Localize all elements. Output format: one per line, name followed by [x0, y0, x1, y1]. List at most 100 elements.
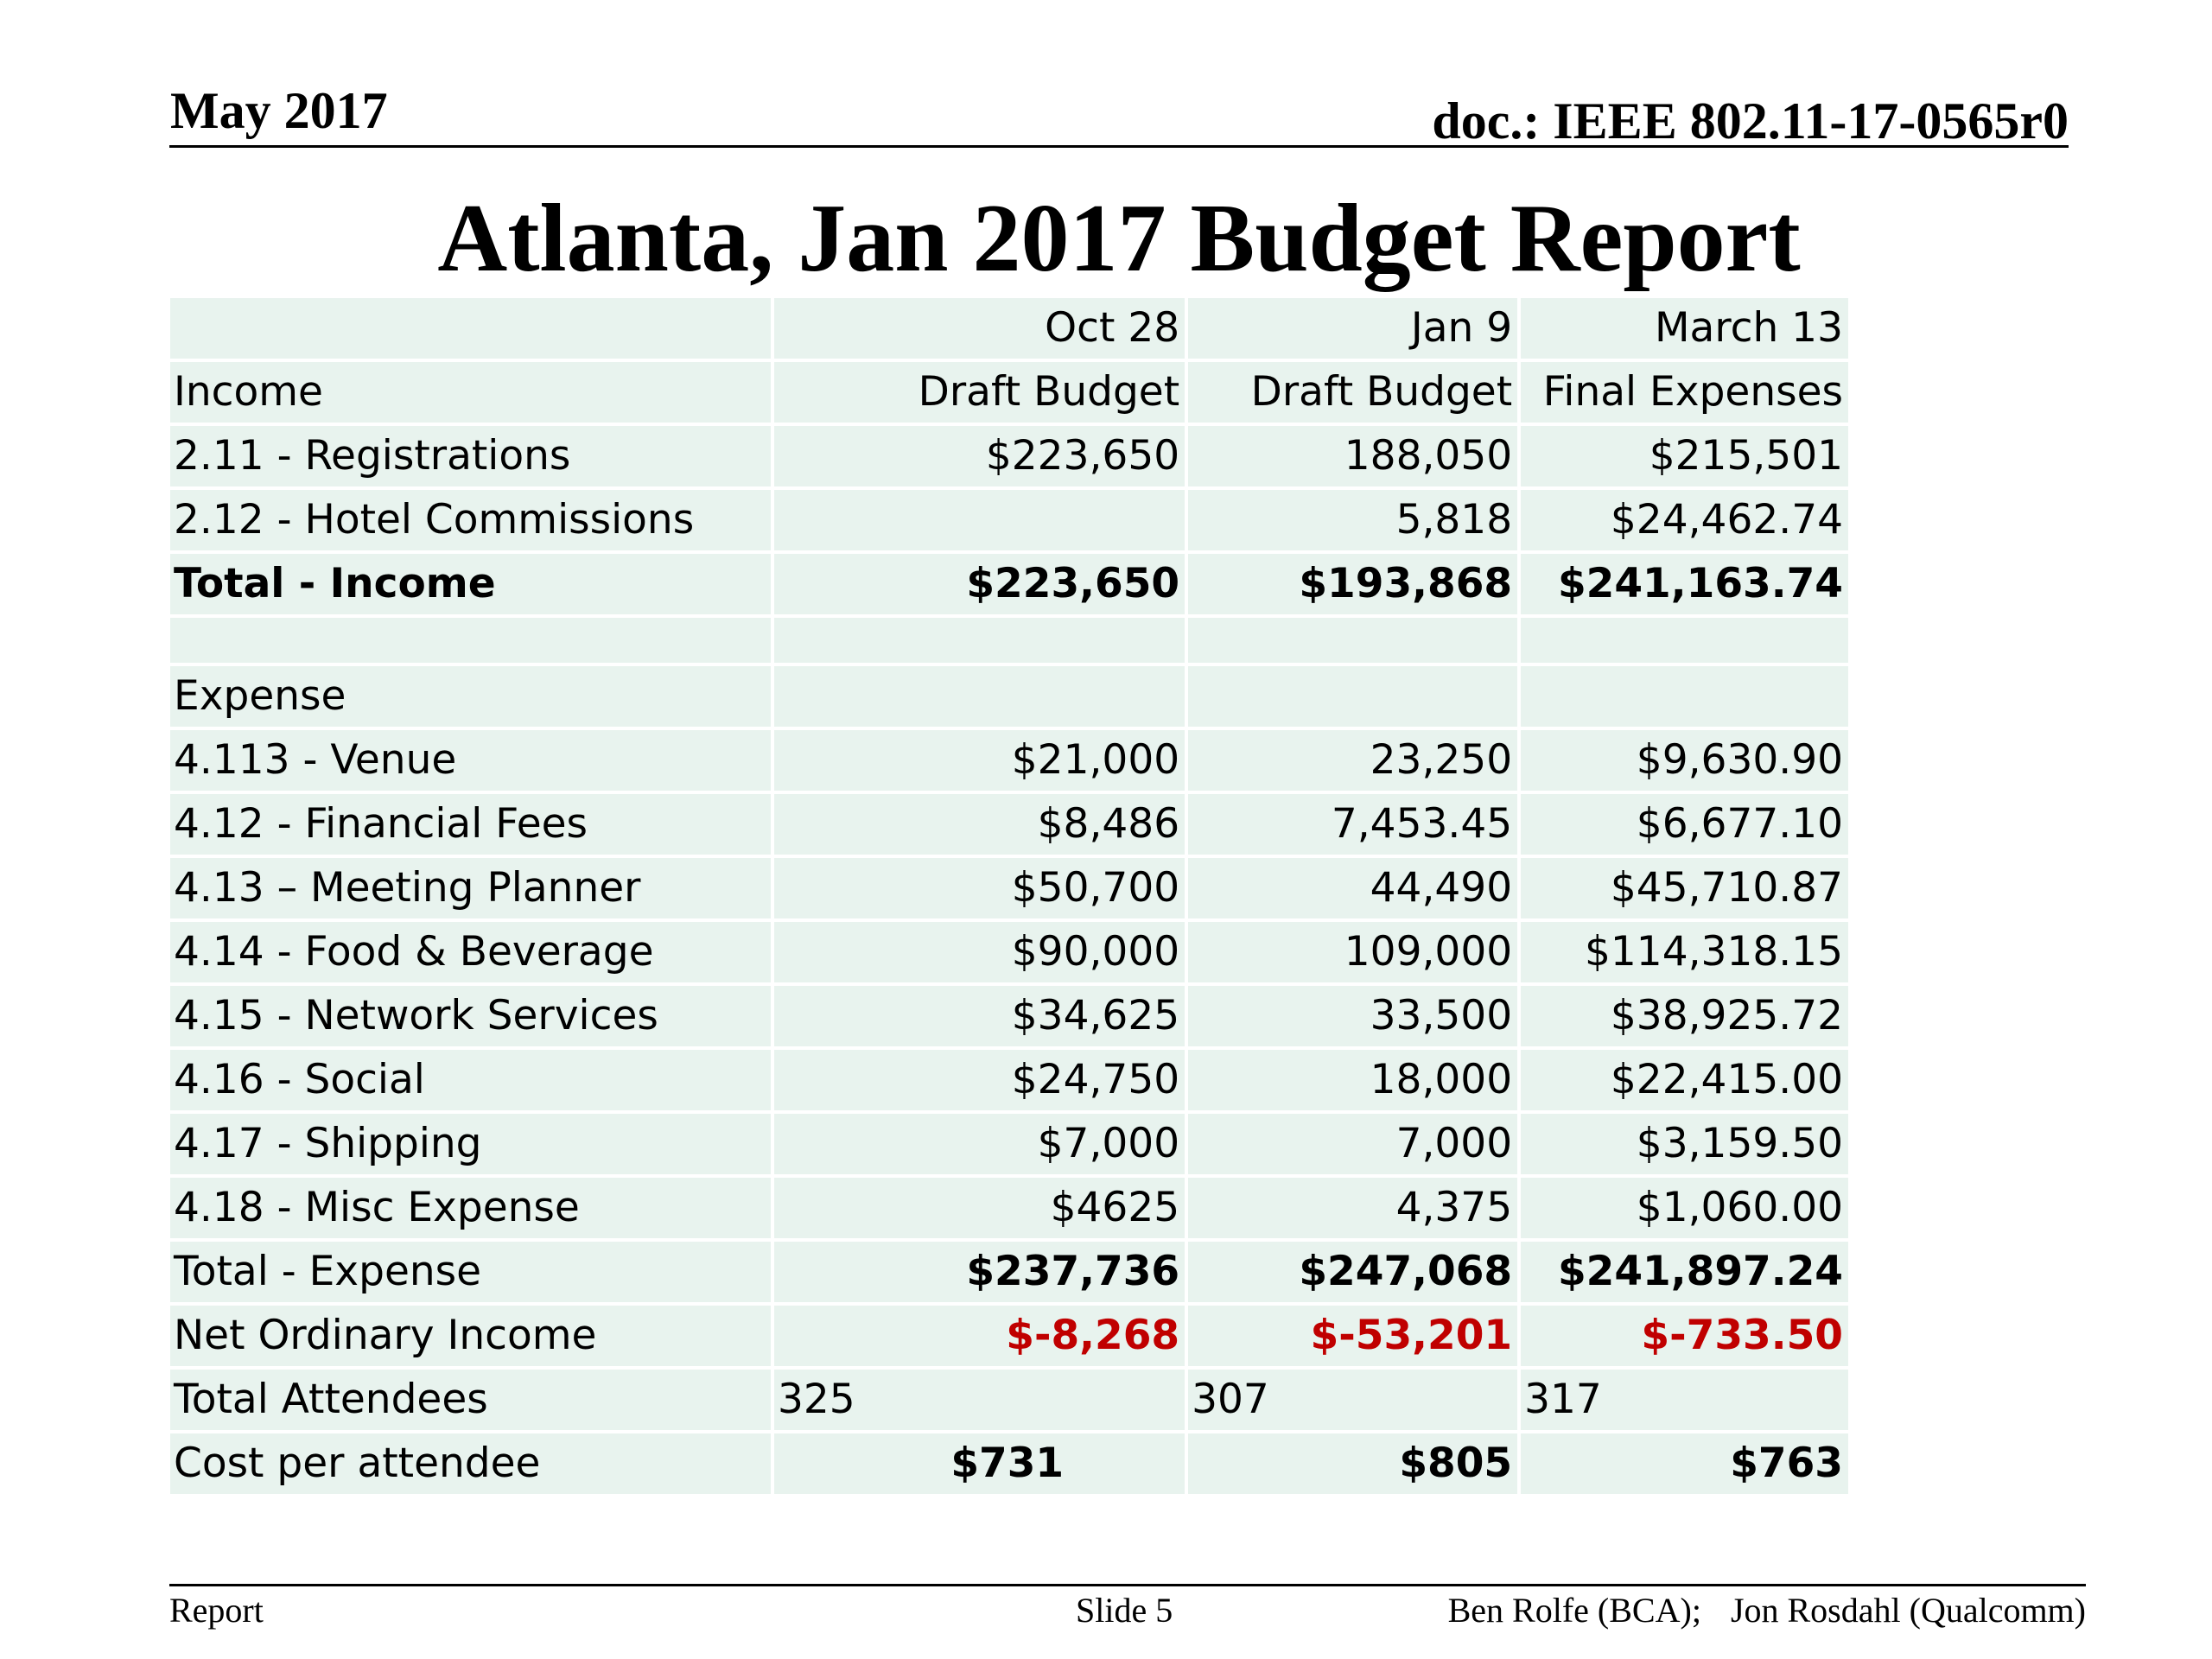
footer-authors: Ben Rolfe (BCA); Jon Rosdahl (Qualcomm) [1448, 1590, 2086, 1631]
table-cell [1188, 666, 1522, 730]
total-income-value: $193,868 [1188, 554, 1522, 618]
header-rule [169, 145, 2069, 148]
total-expense-label: Total - Expense [170, 1242, 774, 1306]
table-row-total-income: Total - Income $223,650 $193,868 $241,16… [170, 554, 1848, 618]
footer-author-2: Jon Rosdahl (Qualcomm) [1730, 1591, 2086, 1630]
row-value: $1,060.00 [1521, 1178, 1848, 1242]
row-label: 4.15 - Network Services [170, 986, 774, 1050]
row-value: $45,710.87 [1521, 858, 1848, 922]
row-label: 4.13 – Meeting Planner [170, 858, 774, 922]
attendees-label: Total Attendees [170, 1370, 774, 1433]
net-income-value: $-8,268 [773, 1306, 1189, 1370]
attendees-value: 307 [1188, 1370, 1522, 1433]
date-oct28: Oct 28 [773, 298, 1189, 362]
row-label: 4.113 - Venue [170, 730, 774, 794]
net-income-label: Net Ordinary Income [170, 1306, 774, 1370]
footer-slide-number: Slide 5 [1076, 1591, 1173, 1630]
type-col1: Draft Budget [773, 362, 1189, 426]
net-income-value: $-733.50 [1521, 1306, 1848, 1370]
total-income-value: $241,163.74 [1521, 554, 1848, 618]
row-value: $6,677.10 [1521, 794, 1848, 858]
row-value: $4625 [773, 1178, 1189, 1242]
table-row: 4.18 - Misc Expense $4625 4,375 $1,060.0… [170, 1178, 1848, 1242]
row-value: 5,818 [1188, 490, 1522, 554]
total-expense-value: $247,068 [1188, 1242, 1522, 1306]
table-row: 4.15 - Network Services $34,625 33,500 $… [170, 986, 1848, 1050]
table-cell [1521, 618, 1848, 666]
row-value [773, 490, 1189, 554]
table-cell [773, 618, 1189, 666]
table-row: 4.16 - Social $24,750 18,000 $22,415.00 [170, 1050, 1848, 1114]
header-doc-id: doc.: IEEE 802.11-17-0565r0 [1432, 92, 2069, 149]
row-label: 4.14 - Food & Beverage [170, 922, 774, 986]
table-row-spacer [170, 618, 1848, 666]
attendees-value: 325 [773, 1370, 1189, 1433]
table-cell [1521, 666, 1848, 730]
row-value: $8,486 [773, 794, 1189, 858]
table-row: 2.12 - Hotel Commissions 5,818 $24,462.7… [170, 490, 1848, 554]
table-cell [170, 618, 774, 666]
type-col3: Final Expenses [1521, 362, 1848, 426]
table-row-types: Income Draft Budget Draft Budget Final E… [170, 362, 1848, 426]
row-value: $38,925.72 [1521, 986, 1848, 1050]
table-row-attendees: Total Attendees 325 307 317 [170, 1370, 1848, 1433]
row-value: $7,000 [773, 1114, 1189, 1178]
row-value: 44,490 [1188, 858, 1522, 922]
row-value: 33,500 [1188, 986, 1522, 1050]
table-row: 4.13 – Meeting Planner $50,700 44,490 $4… [170, 858, 1848, 922]
total-income-value: $223,650 [773, 554, 1189, 618]
budget-table: Oct 28 Jan 9 March 13 Income Draft Budge… [170, 298, 1848, 1497]
row-value: $215,501 [1521, 426, 1848, 490]
total-expense-value: $241,897.24 [1521, 1242, 1848, 1306]
cost-per-attendee-value: $731 [773, 1433, 1189, 1497]
table-row: 4.14 - Food & Beverage $90,000 109,000 $… [170, 922, 1848, 986]
row-value: $223,650 [773, 426, 1189, 490]
row-value: 7,453.45 [1188, 794, 1522, 858]
table-row-dates: Oct 28 Jan 9 March 13 [170, 298, 1848, 362]
header-date: May 2017 [170, 82, 388, 139]
row-value: 18,000 [1188, 1050, 1522, 1114]
cost-per-attendee-label: Cost per attendee [170, 1433, 774, 1497]
footer-report: Report [169, 1591, 264, 1630]
row-label: 4.18 - Misc Expense [170, 1178, 774, 1242]
row-value: 23,250 [1188, 730, 1522, 794]
table-row: 4.17 - Shipping $7,000 7,000 $3,159.50 [170, 1114, 1848, 1178]
table-cell [170, 298, 774, 362]
cost-per-attendee-value: $763 [1521, 1433, 1848, 1497]
table-row: 4.12 - Financial Fees $8,486 7,453.45 $6… [170, 794, 1848, 858]
table-cell [1188, 618, 1522, 666]
table-row: 4.113 - Venue $21,000 23,250 $9,630.90 [170, 730, 1848, 794]
row-label: 2.12 - Hotel Commissions [170, 490, 774, 554]
row-value: 4,375 [1188, 1178, 1522, 1242]
row-label: 4.12 - Financial Fees [170, 794, 774, 858]
row-label: 4.16 - Social [170, 1050, 774, 1114]
row-label: 2.11 - Registrations [170, 426, 774, 490]
row-label: 4.17 - Shipping [170, 1114, 774, 1178]
expense-section-label: Expense [170, 666, 774, 730]
row-value: 109,000 [1188, 922, 1522, 986]
footer-author-1: Ben Rolfe (BCA); [1447, 1591, 1701, 1630]
slide-title: Atlanta, Jan 2017 Budget Report [437, 185, 1801, 292]
row-value: 188,050 [1188, 426, 1522, 490]
date-jan9: Jan 9 [1188, 298, 1522, 362]
total-income-label: Total - Income [170, 554, 774, 618]
table-row-total-expense: Total - Expense $237,736 $247,068 $241,8… [170, 1242, 1848, 1306]
row-value: $114,318.15 [1521, 922, 1848, 986]
row-value: $21,000 [773, 730, 1189, 794]
row-value: $3,159.50 [1521, 1114, 1848, 1178]
table-row-cost-per-attendee: Cost per attendee $731 $805 $763 [170, 1433, 1848, 1497]
row-value: 7,000 [1188, 1114, 1522, 1178]
table-cell [773, 666, 1189, 730]
row-value: $34,625 [773, 986, 1189, 1050]
total-expense-value: $237,736 [773, 1242, 1189, 1306]
row-value: $24,462.74 [1521, 490, 1848, 554]
row-value: $90,000 [773, 922, 1189, 986]
row-value: $24,750 [773, 1050, 1189, 1114]
cost-per-attendee-value: $805 [1188, 1433, 1522, 1497]
table-row: 2.11 - Registrations $223,650 188,050 $2… [170, 426, 1848, 490]
row-value: $50,700 [773, 858, 1189, 922]
table-row-expense-header: Expense [170, 666, 1848, 730]
row-value: $9,630.90 [1521, 730, 1848, 794]
row-value: $22,415.00 [1521, 1050, 1848, 1114]
